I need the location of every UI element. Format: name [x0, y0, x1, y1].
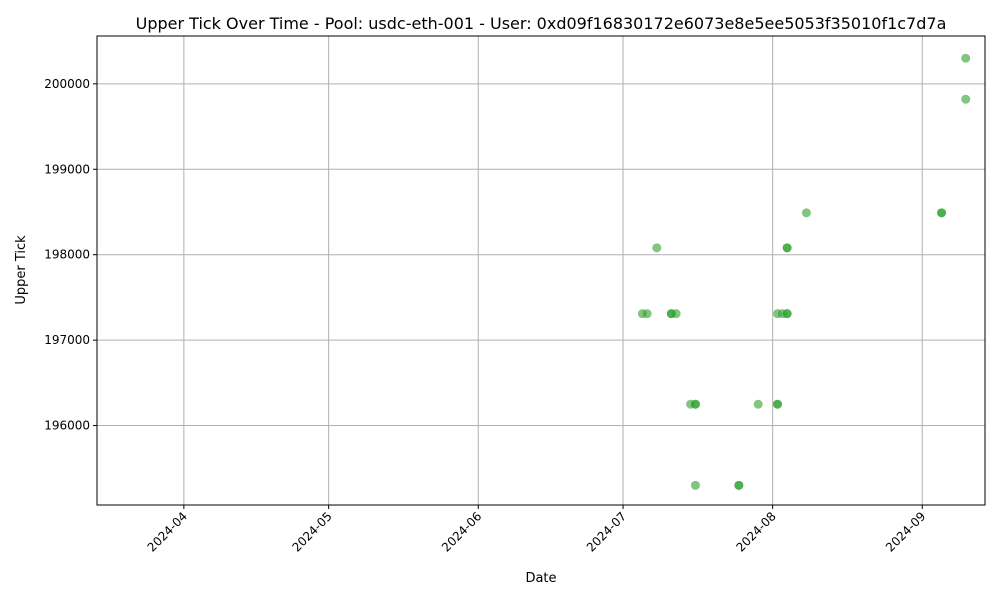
data-point [642, 309, 652, 319]
y-axis: 196000 197000 198000 199000 200000 [44, 77, 97, 433]
data-point [782, 309, 792, 319]
x-axis: 2024-04 2024-05 2024-06 2024-07 2024-08 2024-… [145, 505, 928, 555]
data-point [801, 208, 811, 218]
x-tick-label: 2024-05 [289, 509, 334, 554]
x-tick-label: 2024-09 [883, 509, 928, 554]
y-tick-label: 198000 [44, 248, 90, 262]
data-point [937, 208, 947, 218]
plot-area-frame [96, 35, 986, 506]
data-point [671, 309, 681, 319]
chart-title: Upper Tick Over Time - Pool: usdc-eth-00… [136, 14, 947, 33]
y-tick-label: 197000 [44, 333, 90, 347]
x-axis-label: Date [525, 571, 556, 586]
y-tick-label: 199000 [44, 162, 90, 176]
data-point [690, 480, 700, 490]
data-point [753, 399, 763, 409]
data-point [772, 399, 782, 409]
data-points [637, 53, 971, 490]
x-tick-label: 2024-06 [439, 509, 484, 554]
data-point [734, 480, 744, 490]
data-point [961, 94, 971, 104]
data-point [961, 53, 971, 63]
x-tick-label: 2024-08 [733, 509, 778, 554]
data-point [782, 243, 792, 253]
x-tick-label: 2024-07 [584, 509, 629, 554]
y-tick-label: 200000 [44, 77, 90, 91]
y-axis-label: Upper Tick [14, 235, 29, 305]
grid [97, 36, 985, 505]
data-point [690, 399, 700, 409]
data-point [652, 243, 662, 253]
x-tick-label: 2024-04 [145, 509, 190, 554]
y-tick-label: 196000 [44, 419, 90, 433]
